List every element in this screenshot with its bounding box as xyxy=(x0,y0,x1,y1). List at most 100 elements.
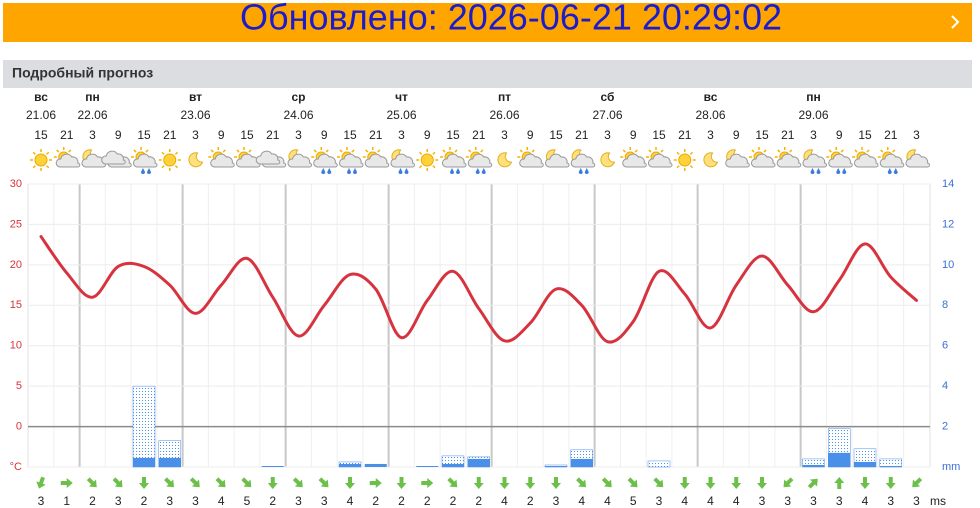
weather-icon xyxy=(440,147,467,174)
day-label: пт xyxy=(498,90,511,104)
y-tick-label: 30 xyxy=(10,178,22,190)
wind-arrow xyxy=(551,477,561,489)
precip-bar xyxy=(339,463,361,467)
hour-label: 21 xyxy=(163,128,177,142)
weather-icon xyxy=(620,147,647,168)
y-tick-label: 25 xyxy=(10,218,22,230)
sun-ray xyxy=(828,149,832,153)
hour-label: 15 xyxy=(755,128,769,142)
temperature-line xyxy=(39,235,918,344)
precip-bar xyxy=(158,457,181,467)
banner xyxy=(3,3,972,42)
date-label: 26.06 xyxy=(489,108,519,122)
wind-arrow xyxy=(139,477,149,489)
wind-arrow xyxy=(36,476,46,489)
date-label: 28.06 xyxy=(695,108,725,122)
wind-arrow xyxy=(576,477,586,488)
section-title: Подробный прогноз xyxy=(12,65,153,81)
hour-label: 3 xyxy=(913,128,920,142)
wind-speed: 2 xyxy=(269,494,276,508)
weather-icon xyxy=(545,149,570,168)
sun-ray xyxy=(174,165,179,169)
day-label: вс xyxy=(34,90,48,104)
wind-arrow xyxy=(807,478,818,489)
cloud xyxy=(776,153,802,168)
wind-arrow xyxy=(473,477,484,489)
cloud xyxy=(648,153,673,168)
wind-arrow xyxy=(601,477,612,488)
y-tick-label: °C xyxy=(10,461,22,473)
wind-speed: 2 xyxy=(424,494,431,508)
sun-ray xyxy=(68,149,72,153)
precip-bar xyxy=(879,458,902,468)
precip-bar xyxy=(442,463,464,467)
y-tick-label: 20 xyxy=(10,259,22,271)
y2-tick-label: 8 xyxy=(942,299,948,311)
wind-unit: ms xyxy=(930,494,946,508)
cloud xyxy=(442,153,467,168)
sun-ray xyxy=(339,149,343,153)
moon xyxy=(600,152,616,168)
sun-ray xyxy=(892,149,896,153)
weather-icon xyxy=(337,147,364,174)
cloud xyxy=(828,153,853,168)
wind-speed: 3 xyxy=(887,494,894,508)
wind-arrow xyxy=(783,477,794,488)
y-tick-label: 15 xyxy=(10,299,22,311)
sun-ray xyxy=(763,149,767,153)
sun-ray xyxy=(32,165,36,169)
sun-ray xyxy=(174,151,179,155)
wind-speed: 2 xyxy=(398,494,405,508)
hour-label: 3 xyxy=(192,128,199,142)
y-tick-label: 5 xyxy=(16,380,22,392)
rain-drop xyxy=(836,168,841,174)
wind-speed: 4 xyxy=(347,494,354,508)
hour-label: 3 xyxy=(295,128,302,142)
rain-drop xyxy=(475,168,480,174)
hour-label: 9 xyxy=(836,128,843,142)
wind-arrow xyxy=(912,477,923,488)
rain-drop xyxy=(347,168,351,174)
cloud xyxy=(545,153,570,168)
rain-drop xyxy=(404,168,409,174)
cloud xyxy=(255,150,281,165)
moon xyxy=(703,152,719,168)
cloud xyxy=(905,153,930,168)
wind-speed: 4 xyxy=(501,494,508,508)
wind-speed: 4 xyxy=(707,494,714,508)
weather-icon xyxy=(465,147,493,174)
chevron[interactable] xyxy=(951,15,960,29)
rain-drop xyxy=(842,168,847,174)
hour-label: 3 xyxy=(501,128,508,142)
wind-arrow xyxy=(112,477,123,488)
day-label: ср xyxy=(291,90,305,104)
day-label: вс xyxy=(704,90,718,104)
sun-ray xyxy=(161,151,165,155)
hour-label: 15 xyxy=(652,128,666,142)
grid xyxy=(27,183,931,468)
cloud xyxy=(210,153,235,168)
cloud xyxy=(622,153,647,168)
wind-speed: 2 xyxy=(89,494,96,508)
hour-label: 9 xyxy=(218,128,225,142)
y2-tick-label: 2 xyxy=(942,420,948,432)
cloud xyxy=(364,153,390,168)
date-label: 25.06 xyxy=(386,108,416,122)
rain-drop xyxy=(810,168,815,174)
rain-drop xyxy=(321,168,326,174)
weather-icon xyxy=(255,150,287,168)
sun xyxy=(34,153,48,167)
weather-icon xyxy=(497,152,513,168)
y2-tick-label: 12 xyxy=(942,218,954,230)
hour-label: 15 xyxy=(34,128,48,142)
wind-arrow xyxy=(731,477,742,489)
wind-speed: 4 xyxy=(578,494,585,508)
sun-ray xyxy=(480,149,484,153)
hour-label: 3 xyxy=(89,128,96,142)
sun-ray xyxy=(676,151,680,155)
sun-ray xyxy=(789,149,793,153)
plot-frame xyxy=(27,183,931,468)
weather-icon xyxy=(53,147,81,168)
hour-label: 21 xyxy=(678,128,692,142)
y-tick-label: 0 xyxy=(16,420,22,432)
